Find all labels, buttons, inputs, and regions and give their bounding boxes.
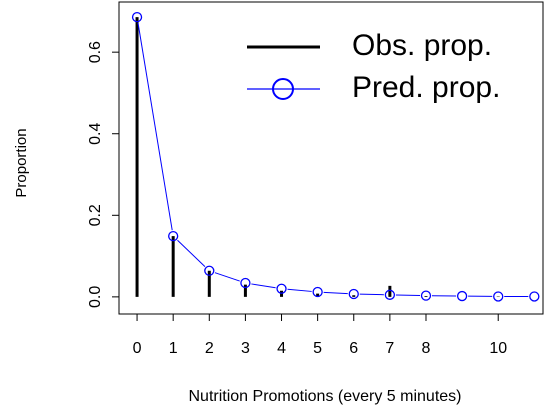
y-tick-label: 0.0 bbox=[87, 286, 104, 308]
x-tick-label: 5 bbox=[313, 340, 322, 357]
pred-segment bbox=[324, 292, 348, 293]
pred-segment bbox=[396, 295, 420, 296]
pred-point bbox=[349, 290, 358, 299]
x-tick-label: 6 bbox=[349, 340, 358, 357]
pred-point bbox=[458, 292, 467, 301]
x-tick-label: 7 bbox=[385, 340, 394, 357]
y-axis-label: Proportion bbox=[13, 128, 30, 197]
pred-segment bbox=[138, 23, 172, 230]
pred-segment bbox=[251, 284, 275, 288]
pred-point bbox=[530, 292, 539, 301]
legend-label: Obs. prop. bbox=[352, 29, 492, 62]
pred-segment bbox=[287, 289, 311, 291]
x-tick-label: 4 bbox=[277, 340, 286, 357]
y-tick-label: 0.4 bbox=[87, 123, 104, 145]
x-tick-label: 1 bbox=[169, 340, 178, 357]
x-tick-label: 8 bbox=[422, 340, 431, 357]
pred-segment bbox=[360, 294, 384, 295]
pred-segment bbox=[215, 273, 240, 281]
y-tick-label: 0.6 bbox=[87, 41, 104, 63]
pred-segment bbox=[178, 240, 205, 266]
x-tick-label: 0 bbox=[133, 340, 142, 357]
x-tick-label: 2 bbox=[205, 340, 214, 357]
y-tick-label: 0.2 bbox=[87, 204, 104, 226]
x-tick-label: 10 bbox=[489, 340, 507, 357]
legend-label: Pred. prop. bbox=[352, 71, 500, 104]
x-tick-label: 3 bbox=[241, 340, 250, 357]
pred-point bbox=[421, 291, 430, 300]
x-axis-label: Nutrition Promotions (every 5 minutes) bbox=[189, 388, 462, 405]
